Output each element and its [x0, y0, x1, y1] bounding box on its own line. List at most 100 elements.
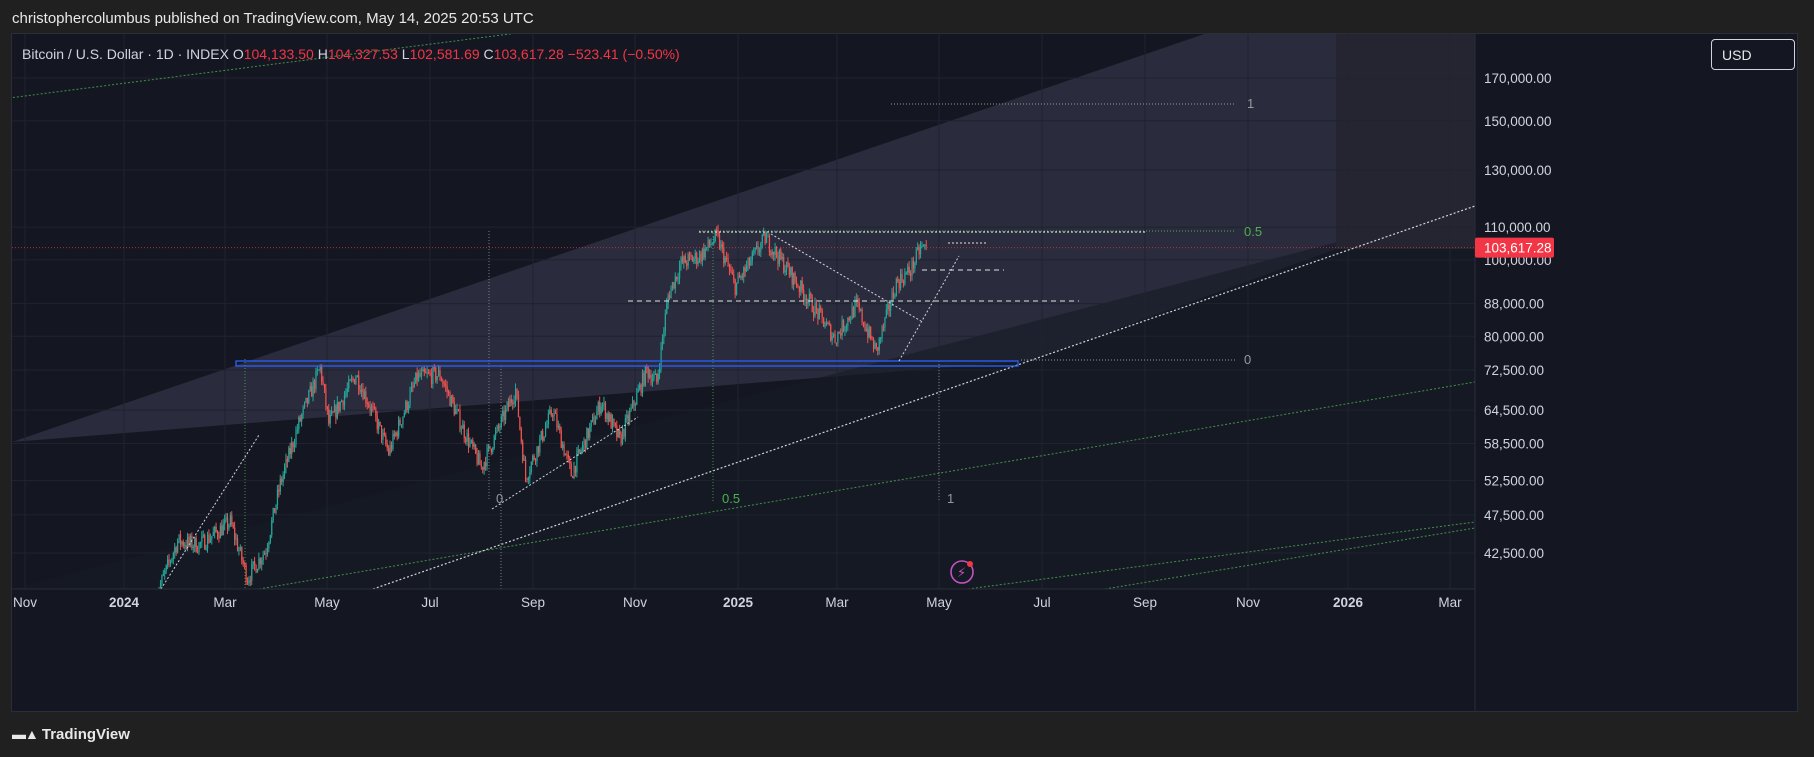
candle-body — [905, 272, 907, 274]
candle-body — [740, 276, 742, 279]
candle-body — [395, 432, 397, 436]
candle-body — [305, 397, 307, 403]
candle-body — [850, 319, 852, 321]
candle-body — [485, 462, 487, 467]
candle-body — [409, 391, 411, 405]
candle-body — [878, 338, 880, 351]
candle-body — [922, 245, 925, 247]
candle-body — [587, 428, 589, 438]
candle-body — [757, 245, 759, 253]
candle-body — [248, 580, 250, 584]
candle-body — [613, 418, 615, 424]
candle-body — [900, 273, 902, 289]
candle-body — [631, 400, 634, 408]
candle-body — [470, 440, 473, 442]
candle-body — [352, 378, 354, 380]
fib-label: 1 — [947, 491, 954, 506]
chart-pane[interactable]: 1 0.5 0 0 0.5 1 ⚡ 170,000.00 150,000.00 130,000.0… — [11, 33, 1798, 712]
x-tick-label: May — [314, 595, 340, 610]
candle-body — [563, 444, 565, 456]
candle-body — [596, 411, 598, 420]
candle-body — [552, 415, 554, 417]
candle-body — [895, 279, 897, 297]
candle-body — [236, 538, 239, 551]
candle-body — [641, 372, 644, 394]
candle-body — [465, 438, 467, 442]
price-chart[interactable]: 1 0.5 0 0 0.5 1 ⚡ 170,000.00 150,000.00 130,000.0… — [12, 34, 1797, 711]
candle-body — [440, 378, 443, 382]
candle-body — [884, 317, 886, 328]
x-tick-label: Nov — [13, 595, 37, 610]
candle-body — [726, 257, 728, 259]
candle-body — [174, 547, 176, 554]
candle-body — [323, 384, 326, 389]
candle-body — [165, 565, 167, 571]
currency-button[interactable]: USD — [1711, 39, 1795, 70]
candle-body — [833, 334, 835, 337]
candle-body — [262, 554, 264, 561]
candle-body — [341, 400, 343, 403]
candle-body — [338, 401, 340, 411]
candle-body — [408, 404, 410, 411]
candle-body — [390, 445, 393, 450]
candle-body — [345, 392, 347, 396]
candle-body — [768, 236, 771, 253]
candle-body — [649, 374, 651, 378]
candle-body — [657, 373, 659, 382]
candle-body — [306, 397, 309, 403]
candle-body — [520, 428, 522, 442]
candle-body — [550, 409, 552, 416]
candle-body — [823, 317, 825, 327]
trendline-2 — [770, 233, 922, 322]
candle-body — [475, 444, 477, 454]
candle-body — [285, 458, 287, 468]
candle-body — [469, 441, 471, 447]
candle-body — [499, 426, 501, 428]
candle-body — [198, 542, 200, 553]
candle-body — [734, 279, 736, 295]
candle-body — [700, 253, 702, 262]
candle-body — [512, 402, 514, 405]
candle-body — [269, 535, 271, 543]
candle-body — [667, 295, 669, 304]
candle-body — [894, 296, 896, 298]
candle-body — [460, 428, 463, 430]
candle-body — [754, 247, 756, 252]
candle-body — [167, 559, 169, 566]
candle-body — [871, 338, 873, 340]
candle-body — [254, 561, 256, 566]
parallel-channel-line-1 — [258, 381, 1476, 590]
candle-body — [328, 409, 330, 424]
candle-body — [763, 232, 765, 236]
candle-body — [776, 247, 778, 257]
candle-body — [258, 558, 260, 570]
candle-body — [760, 243, 762, 252]
candle-body — [590, 420, 592, 427]
candle-body — [537, 446, 540, 453]
candle-body — [549, 409, 551, 414]
candle-body — [861, 309, 863, 323]
candle-body — [743, 267, 745, 278]
candle-body — [423, 368, 425, 373]
candle-body — [222, 524, 224, 536]
candle-body — [891, 291, 893, 306]
candle-body — [388, 448, 390, 455]
high-label: H — [317, 46, 328, 62]
symbol-legend: Bitcoin / U.S. Dollar · 1D · INDEX O104,… — [22, 46, 680, 62]
candle-body — [844, 328, 846, 332]
price-axis-bg — [1475, 34, 1797, 711]
candle-body — [371, 406, 373, 411]
candle-body — [557, 425, 560, 428]
candle-body — [564, 453, 567, 456]
fib-label: 1 — [1247, 96, 1254, 111]
candle-body — [316, 370, 319, 372]
candle-body — [195, 537, 197, 552]
candle-body — [904, 273, 906, 284]
candle-body — [797, 286, 799, 288]
candle-body — [785, 261, 788, 271]
candle-body — [435, 367, 437, 381]
candle-body — [691, 256, 694, 262]
candle-body — [680, 257, 682, 267]
candle-body — [217, 531, 219, 537]
candle-body — [301, 414, 303, 422]
